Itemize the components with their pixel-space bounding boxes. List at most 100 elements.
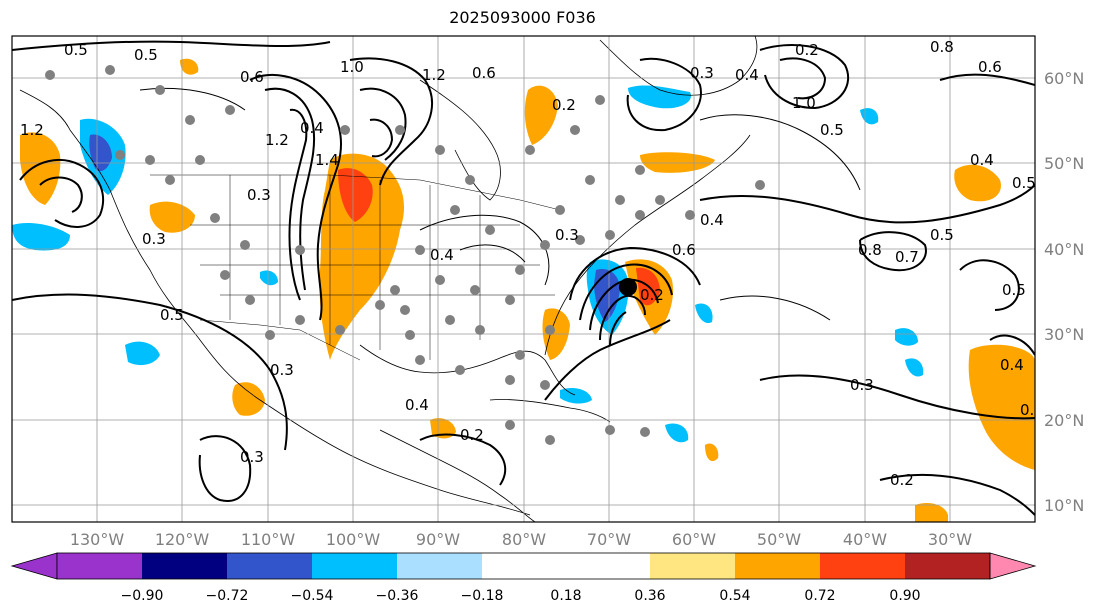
colorbar-segment bbox=[57, 553, 142, 579]
contour-label: 1.2 bbox=[422, 66, 446, 84]
lon-label: 120°W bbox=[155, 530, 210, 549]
map-title: 2025093000 F036 bbox=[449, 8, 596, 27]
lon-label: 130°W bbox=[70, 530, 125, 549]
shade-alaska-core bbox=[89, 134, 112, 172]
contour-1 bbox=[12, 40, 331, 51]
contour-14 bbox=[12, 293, 288, 451]
map-panel bbox=[12, 36, 1035, 522]
contour-label: 0.4 bbox=[1000, 356, 1024, 374]
shade-south bbox=[915, 503, 948, 522]
contour-label: 0.2 bbox=[890, 471, 914, 489]
contour-label: 0.3 bbox=[142, 230, 166, 248]
contour-17 bbox=[759, 374, 1035, 420]
lon-label: 70°W bbox=[587, 530, 631, 549]
contour-label: 0.3 bbox=[850, 376, 874, 394]
contour-4 bbox=[288, 108, 308, 301]
contour-label: 0.6 bbox=[978, 58, 1002, 76]
contour-label: 0.3 bbox=[240, 448, 264, 466]
contour-label: 0.5 bbox=[160, 306, 184, 324]
contour-label: 1.0 bbox=[792, 94, 816, 112]
shade-atlantic-storm-west-core bbox=[594, 268, 620, 322]
contour-storm-1 bbox=[569, 246, 701, 301]
lat-label: 20°N bbox=[1044, 411, 1084, 430]
shade-caribbean-east bbox=[665, 423, 689, 443]
contour-storm-4 bbox=[599, 294, 646, 341]
shade-newfoundland bbox=[524, 85, 558, 145]
contour-2 bbox=[249, 74, 342, 321]
colorbar-tick: 0.18 bbox=[550, 588, 581, 604]
shade-pacific-sw bbox=[149, 201, 195, 233]
shade-central-gulf bbox=[430, 418, 456, 439]
shade-texas bbox=[260, 270, 278, 286]
coast-greenland bbox=[599, 36, 758, 96]
contour-16 bbox=[699, 184, 1035, 224]
colorbar-tick: −0.18 bbox=[461, 588, 504, 604]
colorbar-tick: 0.90 bbox=[889, 588, 920, 604]
contour-9 bbox=[759, 44, 850, 110]
colorbar-segment bbox=[142, 553, 227, 579]
coast-gulf bbox=[359, 344, 576, 396]
contour-label: 0.5 bbox=[820, 121, 844, 139]
contour-label: 0.4 bbox=[700, 211, 724, 229]
lon-label: 80°W bbox=[502, 530, 546, 549]
shade-baja bbox=[125, 341, 160, 366]
contour-label: 0.5 bbox=[1002, 281, 1026, 299]
shade-west-coast bbox=[12, 223, 70, 251]
contour-label: 0.4 bbox=[405, 396, 429, 414]
lon-label: 50°W bbox=[757, 530, 801, 549]
contour-label: 0.5 bbox=[134, 46, 158, 64]
contour-label: 1.2 bbox=[265, 131, 289, 149]
storm-center-marker bbox=[619, 278, 637, 296]
shaded-negative-regions bbox=[12, 85, 924, 443]
latitude-labels: 60°N 50°N 40°N 30°N 20°N 10°N bbox=[1044, 69, 1084, 515]
contour-label-group: 0.5 0.5 0.6 1.0 1.2 0.6 0.3 0.2 0.4 0.2 … bbox=[20, 38, 1044, 489]
contour-12 bbox=[19, 159, 105, 228]
border-us-canada bbox=[150, 174, 561, 211]
contour-13 bbox=[39, 176, 83, 213]
contour-8 bbox=[626, 57, 702, 132]
contour-label: 0.6 bbox=[672, 241, 696, 259]
contour-20 bbox=[939, 73, 1035, 86]
shade-rockies-core bbox=[338, 168, 373, 222]
contour-label: 0.4 bbox=[735, 66, 759, 84]
colorbar-tick: −0.36 bbox=[376, 588, 419, 604]
colorbar-tick: 0.72 bbox=[804, 588, 835, 604]
lat-label: 40°N bbox=[1044, 240, 1084, 259]
observation-points bbox=[45, 65, 765, 445]
contour-label: 1.4 bbox=[315, 151, 339, 169]
contour-label: 0.4 bbox=[430, 246, 454, 264]
contour-label: 0.5 bbox=[1012, 174, 1036, 192]
colorbar-min-extend bbox=[10, 552, 58, 580]
coast-west bbox=[19, 89, 531, 516]
lon-label: 30°W bbox=[928, 530, 972, 549]
lat-label: 10°N bbox=[1044, 496, 1084, 515]
contour-label: 0.6 bbox=[240, 68, 264, 86]
shade-pacific-nw bbox=[20, 132, 61, 205]
contour-label: 0.3 bbox=[247, 186, 271, 204]
colorbar-segment bbox=[397, 553, 482, 579]
colorbar-tick: −0.72 bbox=[206, 588, 249, 604]
colorbar-tick: 0.54 bbox=[719, 588, 750, 604]
lat-label: 30°N bbox=[1044, 325, 1084, 344]
contour-label: 0.3 bbox=[690, 64, 714, 82]
contour-18 bbox=[419, 433, 507, 486]
colorbar-segment bbox=[905, 553, 990, 579]
contour-label: 0.3 bbox=[1020, 401, 1044, 419]
shade-arctic-north bbox=[180, 58, 199, 75]
lon-label: 40°W bbox=[843, 530, 887, 549]
contour-label: 1.0 bbox=[340, 58, 364, 76]
contour-11 bbox=[859, 231, 927, 272]
lon-label: 90°W bbox=[416, 530, 460, 549]
colorbar-segment bbox=[312, 553, 397, 579]
contour-22 bbox=[989, 334, 1035, 356]
colorbar: −0.90 −0.72 −0.54 −0.36 −0.18 0.18 0.36 … bbox=[10, 552, 1037, 604]
shade-labrador-sea bbox=[628, 85, 691, 109]
shade-east-atlantic bbox=[954, 164, 1001, 202]
border-us-mexico bbox=[199, 319, 361, 361]
longitude-labels: 130°W 120°W 110°W 100°W 90°W 80°W 70°W 6… bbox=[70, 530, 972, 549]
map-border bbox=[11, 35, 1036, 523]
lat-label: 50°N bbox=[1044, 154, 1084, 173]
shaded-positive-regions bbox=[20, 58, 1035, 522]
colorbar-max-extend bbox=[989, 552, 1037, 580]
contour-storm-6 bbox=[544, 319, 671, 401]
